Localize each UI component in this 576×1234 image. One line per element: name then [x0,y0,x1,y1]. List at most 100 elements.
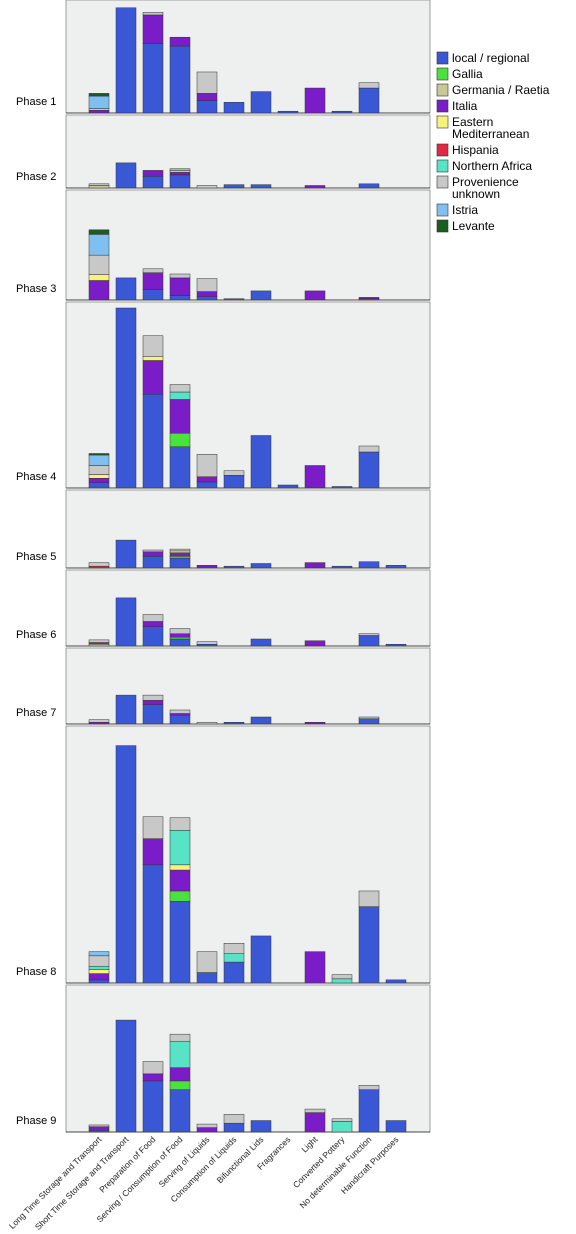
bar-segment [196,476,218,483]
bar-segment [142,621,164,627]
bar-segment [169,175,191,189]
bar-segment [169,1080,191,1090]
bar-segment [250,435,272,489]
phase-label: Phase 2 [16,171,56,183]
bar-segment [196,278,218,292]
bar-segment [385,1120,407,1133]
bar-segment [331,1121,353,1133]
bar-segment [304,562,326,569]
legend-entry: Northern Africa [436,159,532,173]
bar-segment [88,722,110,725]
phase-panel: Phase 1 [16,0,431,114]
bar-segment [88,642,110,645]
bar-segment [304,1108,326,1113]
bar-segment [223,961,245,984]
bar-segment [88,110,110,114]
bar-segment [142,176,164,189]
bar-segment [250,91,272,114]
bar-segment [142,556,164,569]
legend-label: Northern Africa [452,159,532,173]
phase-label: Phase 7 [16,707,56,719]
legend-swatch [436,83,449,97]
bar-segment [223,298,245,301]
legend-label: Germania / Raetia [452,83,550,97]
bar-segment [88,254,110,275]
bar-segment [88,644,110,647]
bar-segment [358,87,380,114]
bar-segment [169,1089,191,1133]
bar-segment [250,184,272,189]
bar-segment [88,482,110,489]
phase-panel: Phase 4 [16,301,431,489]
bar-segment [196,1127,218,1133]
bar-segment [169,901,191,984]
bar-segment [385,565,407,569]
bar-segment [250,935,272,984]
bar-segment [169,633,191,638]
legend-entry: Germania / Raetia [436,83,550,97]
phase-label: Phase 4 [16,471,56,483]
bar-segment [169,45,191,114]
legend-entry: Levante [436,219,495,233]
bar-segment [88,280,110,301]
legend-entry: local / regional [436,51,529,65]
bar-segment [88,454,110,466]
legend-entry: Hispania [436,143,499,157]
bar-segment [142,14,164,44]
bar-segment [169,715,191,725]
bar-segment [223,943,245,954]
bar-segment [196,185,218,189]
legend-entry: Provenience unknown [436,175,519,201]
category-tick-label: Light [299,1134,320,1155]
bar-segment [115,7,137,114]
legend-entry: Italia [436,99,478,113]
bar-segment [358,633,380,636]
bar-segment [196,454,218,477]
bar-segment [304,1112,326,1133]
bar-segment [196,71,218,94]
bar-segment [358,1085,380,1090]
bar-segment [88,234,110,256]
bar-segment [358,451,380,489]
bar-segment [250,1120,272,1133]
phase-panel: Phase 9 [16,984,431,1133]
bar-segment [88,183,110,186]
bar-segment [196,481,218,489]
bar-segment [196,972,218,984]
legend-swatch [436,203,449,217]
bar-segment [142,1073,164,1082]
bar-segment [115,1019,137,1133]
bar-segment [250,716,272,725]
bar-segment [169,170,191,173]
bar-segment [169,709,191,714]
bar-segment [88,108,110,111]
phase-label: Phase 1 [16,96,56,108]
bar-segment [142,626,164,647]
bar-segment [88,478,110,483]
bar-segment [169,556,191,559]
legend: local / regional Gallia Germania / Raetia I… [436,51,550,233]
bar-segment [223,1122,245,1133]
bar-segment [223,184,245,189]
legend-swatch [436,51,449,65]
bar-segment [223,953,245,963]
bar-segment [88,1124,110,1127]
bar-segment [142,838,164,866]
legend-label: Eastern Mediterranean [452,115,529,141]
bar-segment [196,291,218,297]
bar-segment [169,637,191,640]
phase-panels: Phase 1 Phase 2 Phase 3 Phase 4 Phase 5 Phase… [16,0,431,1133]
bar-segment [169,168,191,171]
bar-segment [169,548,191,552]
category-tick-label: Bifunctional Lids [215,1134,266,1185]
bar-segment [169,869,191,892]
bar-segment [304,290,326,301]
bar-segment [88,1129,110,1133]
bar-segment [142,335,164,357]
bar-segment [142,704,164,725]
bar-segment [142,360,164,395]
bar-segment [304,185,326,189]
bar-segment [250,563,272,569]
bar-segment [169,830,191,866]
bar-segment [331,1118,353,1122]
